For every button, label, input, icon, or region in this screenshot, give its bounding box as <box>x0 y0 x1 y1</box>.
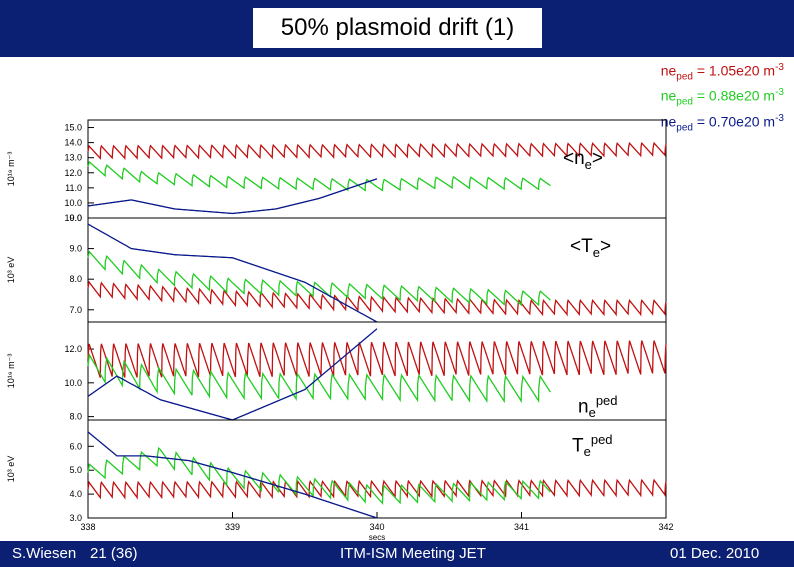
y-tick-label: 15.0 <box>64 123 82 133</box>
footer-date: 01 Dec. 2010 <box>670 545 760 562</box>
y-tick-label: 12.0 <box>64 168 82 178</box>
x-tick-label: 338 <box>80 522 95 532</box>
y-axis-label: 10³ eV <box>6 456 16 483</box>
y-tick-label: 9.0 <box>69 244 82 254</box>
footer-bar: S.Wiesen 21 (36) ITM-ISM Meeting JET 01 … <box>0 541 794 567</box>
panel-label-pedestal-density: neped <box>578 393 618 421</box>
legend-entry-3: neped = 0.70e20 m-3 <box>660 112 784 134</box>
legend-entry-1: neped = 1.05e20 m-3 <box>660 62 784 83</box>
y-axis-label: 10¹⁹ m⁻³ <box>6 354 16 389</box>
y-tick-label: 11.0 <box>65 183 82 193</box>
y-tick-label: 5.0 <box>69 465 82 475</box>
x-axis-label: secs <box>369 533 385 542</box>
footer-author: S.Wiesen <box>12 545 77 562</box>
y-tick-label: 12.0 <box>64 344 82 354</box>
series-line-green <box>87 160 551 192</box>
y-tick-label: 6.0 <box>69 441 82 451</box>
legend-entry-2: neped = 0.88e20 m-3 <box>660 87 784 108</box>
y-tick-label: 9.0 <box>69 213 82 223</box>
y-tick-label: 13.0 <box>64 153 82 163</box>
footer-meeting: ITM-ISM Meeting JET <box>340 545 486 562</box>
y-axis-label: 10³ eV <box>6 257 16 284</box>
x-tick-label: 341 <box>514 522 529 532</box>
series-line-red <box>87 141 667 161</box>
y-axis-label: 10¹⁹ m⁻³ <box>6 152 16 187</box>
y-tick-label: 4.0 <box>69 489 82 499</box>
chart-legend: neped = 1.05e20 m-3 neped = 0.88e20 m-3 … <box>661 60 784 136</box>
series-line-blue <box>87 431 378 519</box>
slide-title: 50% plasmoid drift (1) <box>280 14 515 41</box>
x-tick-label: 340 <box>369 522 384 532</box>
x-tick-label: 342 <box>658 522 673 532</box>
y-tick-label: 8.0 <box>69 412 82 422</box>
panel-label-temperature: <Te> <box>570 236 612 260</box>
slide-title-box: 50% plasmoid drift (1) <box>252 7 543 49</box>
panel-label-density: <ne> <box>563 148 604 172</box>
y-tick-label: 8.0 <box>69 274 82 284</box>
series-line-blue <box>87 223 378 323</box>
series-line-green <box>87 446 551 506</box>
y-tick-label: 10.0 <box>64 378 82 388</box>
y-tick-label: 3.0 <box>69 513 82 523</box>
x-tick-label: 339 <box>225 522 240 532</box>
footer-page: 21 (36) <box>90 545 138 562</box>
y-tick-label: 10.0 <box>64 198 82 208</box>
y-tick-label: 7.0 <box>69 305 82 315</box>
series-line-blue <box>88 178 378 215</box>
series-line-green <box>87 250 551 307</box>
series-line-green <box>87 352 551 404</box>
y-tick-label: 14.0 <box>64 138 82 148</box>
series-line-red <box>87 478 667 500</box>
series-line-red <box>87 280 667 317</box>
series-line-red <box>87 340 667 378</box>
y-tick-label: 10.0 <box>64 213 82 223</box>
panel-label-pedestal-temperature: Teped <box>572 432 613 460</box>
